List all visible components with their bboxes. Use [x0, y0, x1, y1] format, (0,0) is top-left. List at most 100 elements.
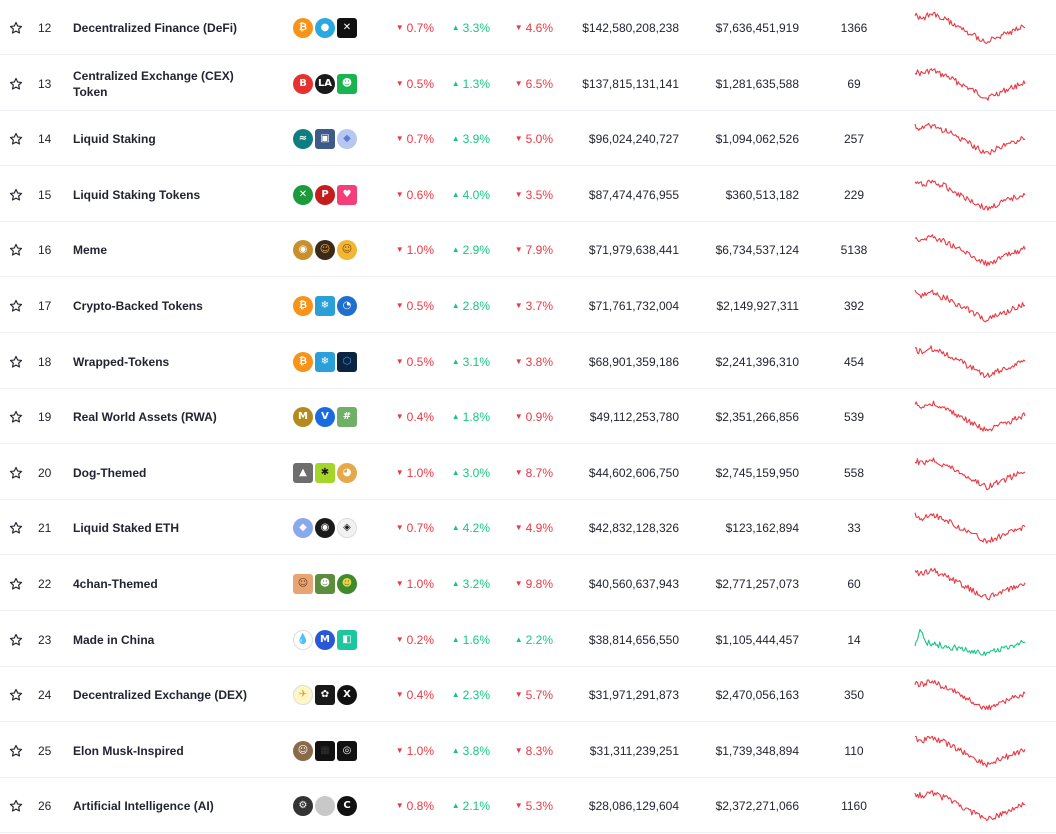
coin-logo-icon[interactable]: ❄	[315, 295, 335, 316]
coin-logo-icon[interactable]	[315, 795, 335, 816]
market-cap-value: $42,832,128,326	[588, 520, 679, 535]
change-24h-percent: ▲ 1.8%	[430, 389, 490, 444]
category-name-link[interactable]: Crypto-Backed Tokens	[73, 278, 273, 333]
star-outline-icon[interactable]	[7, 389, 25, 444]
coin-logo-icon[interactable]: ☺	[293, 740, 313, 761]
category-name-link[interactable]: Dog-Themed	[73, 445, 273, 500]
table-row[interactable]: 18 Wrapped-Tokens ₿ ❄ ⬡ ▼ 0.5% ▲ 3.1% ▼ 3.8% $68,90…	[0, 334, 1056, 389]
table-row[interactable]: 20 Dog-Themed ▲ ✱ ◕ ▼ 1.0% ▲ 3.0% ▼ 8.7% $44,602,60…	[0, 445, 1056, 500]
coin-logo-icon[interactable]: ◉	[293, 239, 313, 260]
coin-logo-icon[interactable]: ☻	[337, 573, 357, 594]
coin-logo-icon[interactable]: ≈	[293, 128, 313, 149]
category-name-link[interactable]: Decentralized Exchange (DEX)	[73, 667, 273, 722]
coin-logo-icon[interactable]: ◆	[337, 128, 357, 149]
coin-logo-icon[interactable]: LA	[315, 73, 335, 94]
star-outline-icon[interactable]	[7, 723, 25, 778]
category-name-link[interactable]: Centralized Exchange (CEX) Token	[73, 56, 273, 111]
coin-logo-icon[interactable]: ▲	[293, 462, 313, 483]
coin-logo-icon[interactable]: ◔	[337, 295, 357, 316]
table-row[interactable]: 16 Meme ◉ ☺ ☺ ▼ 1.0% ▲ 2.9% ▼ 7.9% $71,979,638,441 $…	[0, 222, 1056, 277]
coin-logo-icon[interactable]: ✕	[293, 184, 313, 205]
star-outline-icon[interactable]	[7, 111, 25, 166]
coin-logo-icon[interactable]: ◆	[293, 517, 313, 538]
change-24h-percent: ▲ 3.8%	[430, 723, 490, 778]
table-row[interactable]: 14 Liquid Staking ≈ ▣ ◆ ▼ 0.7% ▲ 3.9% ▼ 5.0% $96,02…	[0, 111, 1056, 166]
category-name-link[interactable]: Artificial Intelligence (AI)	[73, 778, 273, 833]
coin-logo-icon[interactable]: X	[337, 684, 357, 705]
coin-logo-icon[interactable]: ☺	[293, 573, 313, 594]
coin-logo-icon[interactable]: ◈	[337, 517, 357, 538]
table-row[interactable]: 15 Liquid Staking Tokens ✕ P ♥ ▼ 0.6% ▲ 4.0% ▼ 3.5…	[0, 167, 1056, 222]
coin-logo-icon[interactable]: ⬡	[337, 351, 357, 372]
coin-logo-icon[interactable]: ●	[315, 17, 335, 38]
coin-logo-icon[interactable]: ◧	[337, 629, 357, 650]
coin-logo-icon[interactable]: ▣	[315, 128, 335, 149]
table-row[interactable]: 13 Centralized Exchange (CEX) Token B LA ☻ ▼ 0.…	[0, 56, 1056, 111]
star-outline-icon[interactable]	[7, 612, 25, 667]
star-outline-icon[interactable]	[7, 500, 25, 555]
coin-logo-icon[interactable]: ₿	[293, 295, 313, 316]
category-name-link[interactable]: Liquid Staked ETH	[73, 500, 273, 555]
coin-logo-icon[interactable]: ◎	[337, 740, 357, 761]
category-name-link[interactable]: Meme	[73, 222, 273, 277]
table-row[interactable]: 19 Real World Assets (RWA) M V # ▼ 0.4% ▲ 1.8% ▼ 0…	[0, 389, 1056, 444]
coin-logo-icon[interactable]: ☺	[315, 239, 335, 260]
star-outline-icon[interactable]	[7, 278, 25, 333]
table-row[interactable]: 25 Elon Musk-Inspired ☺ ▦ ◎ ▼ 1.0% ▲ 3.8% ▼ 8.3% $3…	[0, 723, 1056, 778]
coin-logo-icon[interactable]: 💧	[293, 629, 313, 650]
coin-logo-icon[interactable]: ₿	[293, 17, 313, 38]
coin-logo-icon[interactable]: ✈	[293, 684, 313, 705]
category-name-link[interactable]: Liquid Staking Tokens	[73, 167, 273, 222]
coin-logo-icon[interactable]: C	[337, 795, 357, 816]
coin-logo-icon[interactable]: ▦	[315, 740, 335, 761]
star-outline-icon[interactable]	[7, 556, 25, 611]
category-name-link[interactable]: Real World Assets (RWA)	[73, 389, 273, 444]
num-tokens-value: 1160	[841, 798, 867, 813]
star-outline-icon[interactable]	[7, 445, 25, 500]
coin-logo-icon[interactable]: ❄	[315, 351, 335, 372]
category-name-link[interactable]: Wrapped-Tokens	[73, 334, 273, 389]
coin-logo-icon[interactable]: V	[315, 406, 335, 427]
percent-value: 8.7%	[525, 465, 553, 480]
star-outline-icon[interactable]	[7, 778, 25, 833]
coin-logo-icon[interactable]: M	[315, 629, 335, 650]
coin-logo-icon[interactable]: M	[293, 406, 313, 427]
coin-logo-icon[interactable]: ◕	[337, 462, 357, 483]
table-row[interactable]: 23 Made in China 💧 M ◧ ▼ 0.2% ▲ 1.6% ▲ 2.2% $38,814…	[0, 612, 1056, 667]
table-row[interactable]: 21 Liquid Staked ETH ◆ ◉ ◈ ▼ 0.7% ▲ 4.2% ▼ 4.9% $42…	[0, 500, 1056, 555]
coin-logo-icon[interactable]: P	[315, 184, 335, 205]
coin-logo-icon[interactable]: ₿	[293, 351, 313, 372]
category-name-link[interactable]: 4chan-Themed	[73, 556, 273, 611]
table-row[interactable]: 17 Crypto-Backed Tokens ₿ ❄ ◔ ▼ 0.5% ▲ 2.8% ▼ 3.7%…	[0, 278, 1056, 333]
table-row[interactable]: 26 Artificial Intelligence (AI) ⚙ C ▼ 0.8% ▲ 2.…	[0, 778, 1056, 833]
category-name-link[interactable]: Liquid Staking	[73, 111, 273, 166]
coin-logo-icon[interactable]: ☻	[337, 73, 357, 94]
category-name-text: Dog-Themed	[73, 465, 147, 480]
table-row[interactable]: 12 Decentralized Finance (DeFi) ₿ ● ✕ ▼ 0.7% ▲ 3…	[0, 0, 1056, 55]
coin-logo-icon[interactable]: ☺	[337, 239, 357, 260]
sparkline-path	[914, 67, 1026, 101]
table-row[interactable]: 24 Decentralized Exchange (DEX) ✈ ✿ X ▼ 0.4% ▲ 2…	[0, 667, 1056, 722]
star-outline-icon[interactable]	[7, 334, 25, 389]
caret-up-icon: ▲	[451, 301, 460, 310]
coin-logo-icon[interactable]: ✕	[337, 17, 357, 38]
coin-logo-icon[interactable]: ⚙	[293, 795, 313, 816]
coin-logo-icon[interactable]: B	[293, 73, 313, 94]
volume-value: $1,281,635,588	[715, 76, 799, 91]
star-outline-icon[interactable]	[7, 667, 25, 722]
coin-logo-icon[interactable]: #	[337, 406, 357, 427]
star-outline-icon[interactable]	[7, 167, 25, 222]
coin-logo-icon[interactable]: ✿	[315, 684, 335, 705]
category-name-link[interactable]: Elon Musk-Inspired	[73, 723, 273, 778]
category-name-link[interactable]: Made in China	[73, 612, 273, 667]
star-outline-icon[interactable]	[7, 56, 25, 111]
coin-logo-icon[interactable]: ☻	[315, 573, 335, 594]
coin-logo-icon[interactable]: ✱	[315, 462, 335, 483]
star-outline-icon[interactable]	[7, 0, 25, 55]
coin-logo-icon[interactable]: ♥	[337, 184, 357, 205]
star-outline-icon[interactable]	[7, 222, 25, 277]
category-name-link[interactable]: Decentralized Finance (DeFi)	[73, 0, 273, 55]
rank-number: 15	[38, 187, 52, 202]
coin-logo-icon[interactable]: ◉	[315, 517, 335, 538]
table-row[interactable]: 22 4chan-Themed ☺ ☻ ☻ ▼ 1.0% ▲ 3.2% ▼ 9.8% $40,560,…	[0, 556, 1056, 611]
